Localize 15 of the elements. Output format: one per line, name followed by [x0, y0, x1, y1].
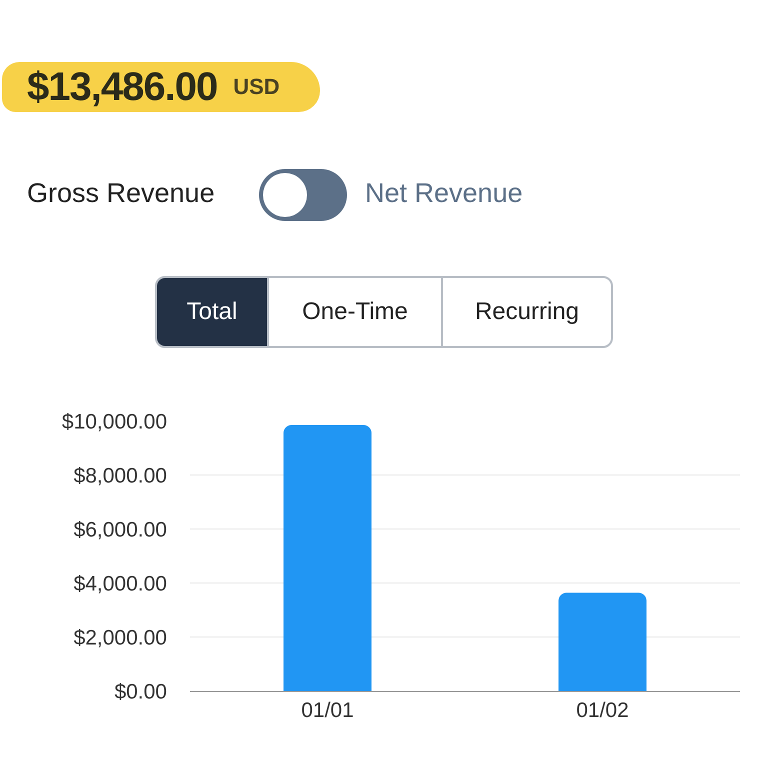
y-tick-label: $10,000.00: [62, 410, 167, 434]
text: One-Time: [267, 278, 441, 346]
x-tick-label: 01/01: [301, 699, 354, 722]
y-tick-label: $4,000.00: [74, 572, 167, 596]
x-tick-label: 01/02: [576, 699, 629, 722]
y-tick-label: $8,000.00: [74, 464, 167, 488]
y-tick-label: $2,000.00: [74, 626, 167, 650]
y-tick-label: $0.00: [114, 680, 167, 704]
text: Total: [157, 278, 267, 346]
text: Gross Revenue: [27, 178, 215, 209]
text: Recurring: [441, 278, 611, 346]
y-tick-label: $6,000.00: [74, 518, 167, 542]
chart-subtitle: USD: [233, 74, 280, 100]
text: Net Revenue: [365, 178, 523, 209]
chart-title: $13,486.00: [27, 64, 218, 110]
